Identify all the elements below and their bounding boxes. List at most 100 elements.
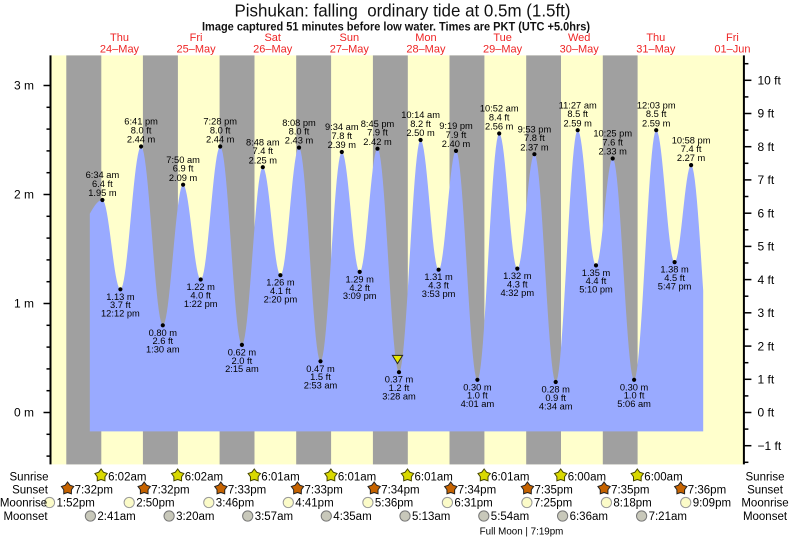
svg-text:3:20am: 3:20am	[176, 511, 214, 523]
svg-text:12:12 pm: 12:12 pm	[101, 309, 140, 319]
svg-text:7:50 am: 7:50 am	[166, 155, 200, 165]
svg-text:2 ft: 2 ft	[758, 339, 775, 353]
svg-text:1.29 m: 1.29 m	[345, 274, 374, 284]
svg-text:Sunset: Sunset	[747, 484, 784, 496]
svg-text:6:00am: 6:00am	[568, 471, 606, 483]
svg-text:8.5 ft: 8.5 ft	[646, 109, 667, 119]
svg-text:0.47 m: 0.47 m	[306, 364, 335, 374]
svg-text:29–May: 29–May	[483, 43, 523, 55]
svg-text:7:33pm: 7:33pm	[305, 484, 343, 496]
svg-text:6.4 ft: 6.4 ft	[92, 179, 113, 189]
svg-text:2.39 m: 2.39 m	[328, 140, 357, 150]
svg-text:31–May: 31–May	[636, 43, 676, 55]
svg-text:3:09 pm: 3:09 pm	[343, 291, 377, 301]
svg-text:1 ft: 1 ft	[758, 373, 775, 387]
svg-text:Fri: Fri	[726, 32, 739, 44]
svg-text:Wed: Wed	[568, 32, 590, 44]
svg-text:Moonrise: Moonrise	[741, 498, 788, 510]
svg-text:0 m: 0 m	[14, 406, 34, 420]
svg-text:7.6 ft: 7.6 ft	[602, 138, 623, 148]
svg-text:8:08 pm: 8:08 pm	[282, 118, 316, 128]
svg-text:1.5 ft: 1.5 ft	[310, 372, 331, 382]
svg-text:0.30 m: 0.30 m	[620, 382, 649, 392]
svg-text:Sat: Sat	[264, 32, 281, 44]
svg-text:5:54am: 5:54am	[491, 511, 529, 523]
svg-text:Fri: Fri	[190, 32, 203, 44]
svg-text:Tue: Tue	[493, 32, 512, 44]
svg-text:7.8 ft: 7.8 ft	[331, 131, 352, 141]
svg-text:4:35am: 4:35am	[333, 511, 371, 523]
svg-text:5:10 pm: 5:10 pm	[579, 285, 613, 295]
svg-text:4.4 ft: 4.4 ft	[586, 276, 607, 286]
svg-text:7.9 ft: 7.9 ft	[446, 130, 467, 140]
svg-text:0.28 m: 0.28 m	[541, 385, 570, 395]
svg-text:4:01 am: 4:01 am	[461, 399, 495, 409]
svg-text:9:34 am: 9:34 am	[325, 122, 359, 132]
svg-text:1.31 m: 1.31 m	[424, 272, 453, 282]
svg-text:6:02am: 6:02am	[185, 471, 223, 483]
svg-text:Image captured 51 minutes befo: Image captured 51 minutes before low wat…	[202, 22, 590, 34]
svg-text:1.35 m: 1.35 m	[582, 268, 611, 278]
svg-text:1.13 m: 1.13 m	[106, 292, 135, 302]
svg-text:2 m: 2 m	[14, 188, 34, 202]
svg-text:11:27 am: 11:27 am	[559, 100, 597, 110]
svg-text:4.3 ft: 4.3 ft	[507, 280, 528, 290]
svg-text:9:09pm: 9:09pm	[693, 498, 731, 510]
svg-text:4:41pm: 4:41pm	[295, 498, 333, 510]
svg-text:7:33pm: 7:33pm	[228, 484, 266, 496]
svg-text:3:53 pm: 3:53 pm	[422, 289, 456, 299]
svg-text:26–May: 26–May	[253, 43, 293, 55]
svg-text:7:25pm: 7:25pm	[534, 498, 572, 510]
svg-text:Sunrise: Sunrise	[746, 471, 785, 483]
svg-text:2.59 m: 2.59 m	[563, 118, 592, 128]
svg-text:8.4 ft: 8.4 ft	[489, 113, 510, 123]
svg-text:3 m: 3 m	[14, 79, 34, 93]
svg-text:7:35pm: 7:35pm	[535, 484, 573, 496]
svg-text:3:28 am: 3:28 am	[382, 392, 416, 402]
svg-text:1.38 m: 1.38 m	[660, 265, 689, 275]
svg-text:4 ft: 4 ft	[758, 273, 775, 287]
svg-text:3:46pm: 3:46pm	[216, 498, 254, 510]
svg-text:6:01am: 6:01am	[338, 471, 376, 483]
svg-text:Moonset: Moonset	[3, 511, 48, 523]
svg-text:9:19 pm: 9:19 pm	[439, 121, 473, 131]
svg-text:8.2 ft: 8.2 ft	[410, 119, 431, 129]
svg-text:2:20 pm: 2:20 pm	[264, 295, 298, 305]
svg-text:Mon: Mon	[415, 32, 436, 44]
svg-text:7.4 ft: 7.4 ft	[681, 144, 702, 154]
svg-text:4.3 ft: 4.3 ft	[428, 281, 449, 291]
svg-text:2.43 m: 2.43 m	[285, 136, 314, 146]
svg-text:8:45 pm: 8:45 pm	[361, 119, 395, 129]
svg-text:4.2 ft: 4.2 ft	[349, 283, 370, 293]
svg-text:3.7 ft: 3.7 ft	[110, 300, 131, 310]
svg-text:2.25 m: 2.25 m	[249, 155, 278, 165]
svg-text:2.09 m: 2.09 m	[169, 173, 198, 183]
svg-text:0.30 m: 0.30 m	[463, 382, 492, 392]
svg-text:8.0 ft: 8.0 ft	[131, 126, 152, 136]
svg-text:8:48 am: 8:48 am	[246, 137, 280, 147]
svg-text:6:36am: 6:36am	[570, 511, 608, 523]
svg-text:Sun: Sun	[340, 32, 360, 44]
svg-text:7.8 ft: 7.8 ft	[524, 133, 545, 143]
svg-text:6:31pm: 6:31pm	[454, 498, 492, 510]
svg-text:10 ft: 10 ft	[758, 74, 782, 88]
svg-text:8:18pm: 8:18pm	[613, 498, 651, 510]
svg-text:7:34pm: 7:34pm	[458, 484, 496, 496]
svg-text:8 ft: 8 ft	[758, 140, 775, 154]
svg-text:8.5 ft: 8.5 ft	[567, 109, 588, 119]
svg-text:1.22 m: 1.22 m	[186, 282, 215, 292]
svg-text:2.37 m: 2.37 m	[520, 142, 549, 152]
svg-text:2:41am: 2:41am	[97, 511, 135, 523]
svg-text:0.9 ft: 0.9 ft	[545, 393, 566, 403]
svg-text:2.40 m: 2.40 m	[442, 139, 471, 149]
svg-text:7:34pm: 7:34pm	[381, 484, 419, 496]
svg-text:7:36pm: 7:36pm	[688, 484, 726, 496]
svg-text:10:52 am: 10:52 am	[480, 104, 519, 114]
svg-text:1:52pm: 1:52pm	[57, 498, 95, 510]
svg-text:2.0 ft: 2.0 ft	[232, 356, 253, 366]
svg-text:1.0 ft: 1.0 ft	[467, 391, 488, 401]
svg-text:1:30 am: 1:30 am	[146, 345, 180, 355]
svg-text:8.0 ft: 8.0 ft	[210, 126, 231, 136]
svg-text:6:34 am: 6:34 am	[86, 170, 120, 180]
svg-text:2:15 am: 2:15 am	[225, 364, 259, 374]
